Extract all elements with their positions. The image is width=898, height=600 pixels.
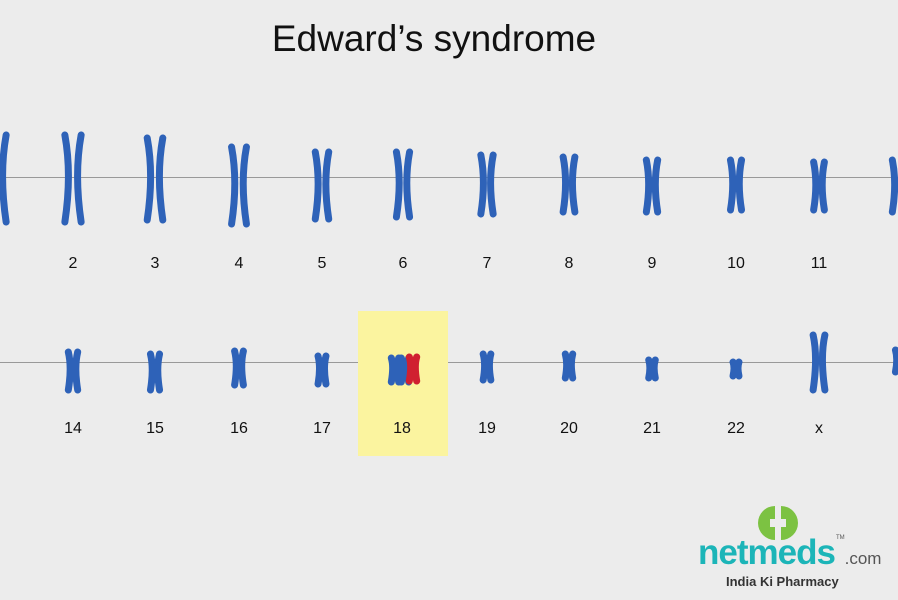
chromosome-label-19: 19	[478, 420, 496, 437]
chromosome-label-16: 16	[230, 420, 248, 437]
row-1-baseline	[0, 177, 898, 178]
chromosome-label-17: 17	[313, 420, 331, 437]
chromosome-label-2: 2	[68, 255, 78, 272]
row-2-baseline	[0, 362, 898, 363]
chromosome-y	[891, 346, 898, 376]
chromosome-x	[809, 331, 829, 394]
diagram-title: Edward’s syndrome	[271, 18, 597, 59]
brand-domain: .com	[844, 549, 882, 568]
chromosome-15	[146, 350, 164, 394]
chromosome-label-8: 8	[564, 255, 574, 272]
chromosome-16	[231, 347, 247, 389]
chromosome-14	[64, 348, 82, 394]
chromosome-label-9: 9	[647, 255, 657, 272]
chromosome-label-6: 6	[398, 255, 408, 272]
trademark: TM	[835, 535, 845, 541]
chromosome-label-15: 15	[146, 420, 164, 437]
chromosome-21	[645, 356, 659, 382]
chromosome-10	[726, 156, 746, 214]
chromosome-5	[311, 148, 333, 223]
chromosome-label-14: 14	[64, 420, 82, 437]
chromosome-6	[392, 148, 414, 221]
tagline: India Ki Pharmacy	[726, 574, 839, 589]
chromosome-8	[559, 153, 579, 216]
chromosome-18-extra	[405, 353, 421, 385]
chromosome-3	[143, 134, 167, 224]
chromosome-11	[810, 158, 828, 214]
chromosome-18-a	[387, 354, 403, 386]
chromosome-label-20: 20	[560, 420, 578, 437]
chromosome-20	[561, 350, 577, 382]
chromosome-4	[228, 143, 250, 228]
chromosome-label-10: 10	[727, 255, 745, 272]
chromosome-label-5: 5	[317, 255, 327, 272]
brand-name: netmeds	[698, 533, 836, 572]
chromosome-2	[61, 131, 85, 226]
chromosome-label-22: 22	[727, 420, 745, 437]
chromosome-label-4: 4	[234, 255, 244, 272]
chromosome-1	[0, 131, 10, 226]
chromosome-17	[314, 352, 330, 388]
chromosome-7	[477, 151, 497, 218]
plus-cross-icon	[758, 503, 798, 543]
chromosome-22	[729, 358, 743, 380]
chromosome-label-3: 3	[150, 255, 160, 272]
chromosome-label-18: 18	[393, 420, 411, 437]
chromosome-label-1: 1	[872, 255, 898, 273]
chromosome-9	[642, 156, 662, 216]
chromosome-19	[479, 350, 495, 384]
chromosome-12	[888, 156, 898, 216]
chromosome-label-x: x	[815, 420, 823, 437]
chromosome-label-21: 21	[643, 420, 661, 437]
chromosome-label-7: 7	[482, 255, 492, 272]
chromosome-label-11: 11	[810, 255, 828, 272]
